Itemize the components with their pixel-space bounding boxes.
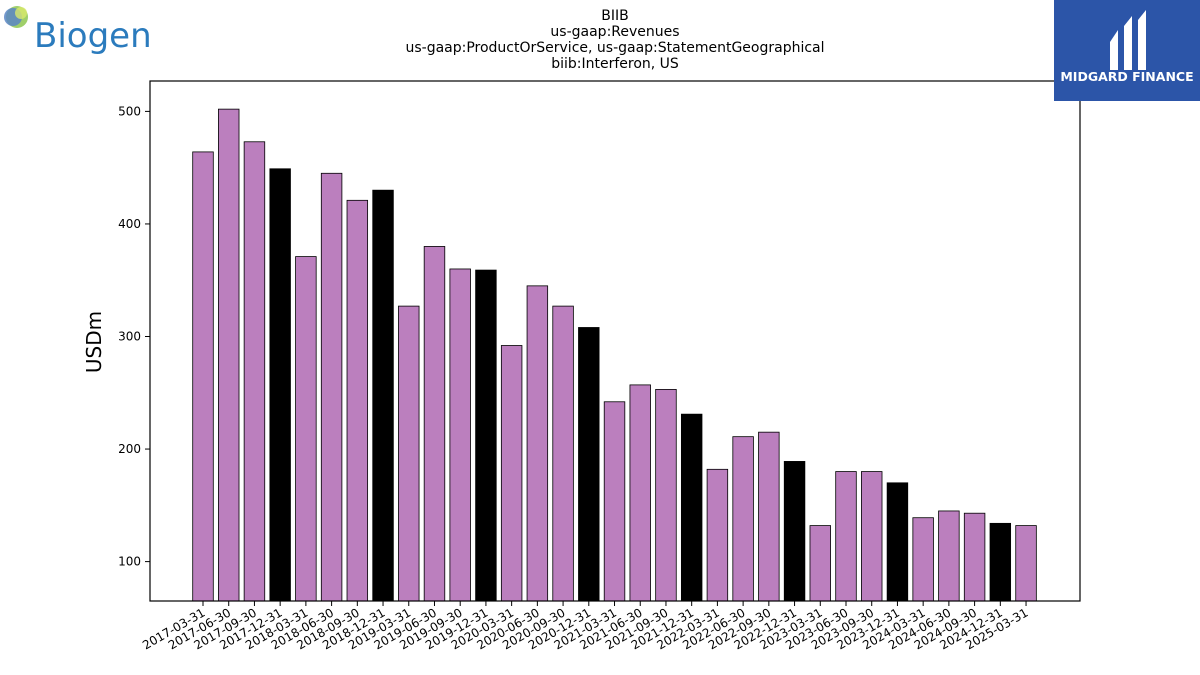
bars-group	[192, 108, 1037, 602]
y-tick-label: 400	[118, 217, 141, 231]
bar-2020-06-30	[526, 285, 549, 602]
y-axis-label: USDm	[82, 311, 106, 373]
bar-2019-03-31	[398, 305, 420, 602]
bar-2020-03-31	[500, 345, 523, 602]
bar-2024-09-30	[963, 512, 986, 602]
bar-2019-09-30	[449, 268, 471, 602]
badge-mark-middle-icon	[1124, 16, 1132, 70]
bar-2018-03-31	[295, 256, 317, 602]
chart-title-line-3: us-gaap:ProductOrService, us-gaap:Statem…	[405, 40, 824, 56]
chart-title-line-1: BIIB	[601, 8, 628, 24]
bar-2023-12-31	[886, 482, 909, 602]
bar-2021-06-30	[629, 384, 651, 602]
chart-title-line-4: biib:Interferon, US	[551, 56, 679, 72]
bar-2024-12-31	[989, 522, 1012, 602]
bar-2020-09-30	[552, 305, 574, 602]
logo-globe-yellow-icon	[15, 7, 27, 19]
biogen-logo: Biogen	[4, 6, 152, 56]
bar-2019-12-31	[475, 269, 497, 602]
midgard-finance-badge: MIDGARD FINANCE	[1054, 0, 1200, 101]
bar-2022-06-30	[732, 436, 754, 602]
bar-2017-12-31	[269, 168, 291, 602]
bar-2019-06-30	[423, 246, 446, 602]
bar-2018-12-31	[372, 189, 394, 602]
bar-2023-03-31	[809, 525, 831, 602]
chart-title-line-2: us-gaap:Revenues	[550, 24, 679, 40]
bar-2023-06-30	[835, 471, 857, 602]
plot-frame	[149, 80, 1081, 602]
bar-2022-12-31	[783, 461, 806, 602]
bar-2021-09-30	[655, 388, 677, 602]
bar-2025-03-31	[1015, 525, 1037, 602]
bar-2021-03-31	[603, 401, 626, 602]
badge-mark-left-icon	[1110, 30, 1118, 70]
badge-mark-right-icon	[1138, 10, 1146, 70]
bar-2024-03-31	[912, 517, 934, 602]
biogen-logo-text: Biogen	[34, 16, 152, 56]
bar-2022-09-30	[758, 431, 780, 602]
bar-2021-12-31	[680, 413, 703, 602]
y-tick-label: 300	[118, 329, 141, 343]
y-tick-label: 200	[118, 442, 141, 456]
bar-2023-09-30	[861, 471, 883, 602]
bar-2018-06-30	[320, 172, 343, 602]
x-ticks-group: 2017-03-312017-06-302017-09-302017-12-31…	[140, 601, 1031, 652]
bar-2017-03-31	[192, 151, 214, 602]
bar-2017-06-30	[218, 108, 240, 602]
y-tick-label: 100	[118, 555, 141, 569]
y-ticks-group: 100 200 300 400 500	[118, 104, 150, 569]
bar-2018-09-30	[346, 199, 369, 602]
badge-text: MIDGARD FINANCE	[1060, 69, 1193, 84]
bar-2022-03-31	[706, 468, 729, 602]
bar-2017-09-30	[243, 141, 266, 602]
y-tick-label: 500	[118, 104, 141, 118]
bar-2024-06-30	[938, 510, 960, 602]
bar-2020-12-31	[578, 327, 600, 602]
